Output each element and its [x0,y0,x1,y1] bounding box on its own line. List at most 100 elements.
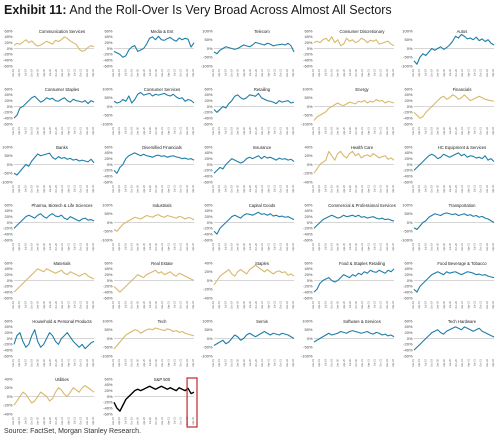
sector-panel-10: 100% 50% 0% -50% -100% Banks Jan-19 Apr-19 Jul-1… [1,144,95,193]
x-tick-label: Jan-20 [436,358,440,366]
y-tick-label: 100% [402,202,413,207]
y-tick-label: -60% [403,179,413,184]
x-tick-label: Jul-19 [223,242,227,250]
sector-panel-24: 60%40%20%0%-20%-40%-60% Food Beverage & T… [403,260,495,309]
y-tick-label: 0% [207,278,213,283]
x-tick-label: Apr-21 [366,358,370,366]
y-tick-label: 100% [202,28,213,33]
x-tick-label: Jan-20 [136,416,140,424]
y-tick-label: 40% [4,208,12,213]
x-tick-label: Jul-20 [248,300,252,308]
x-tick-label: Apr-20 [142,416,146,424]
x-tick-label: Jul-20 [48,358,52,366]
y-tick-label: 60% [304,260,312,265]
y-tick-label: 0% [7,162,13,167]
y-tick-label: 20% [104,156,112,161]
x-tick-label: Jan-22 [85,242,89,250]
x-tick-label: Jan-21 [460,126,464,134]
x-tick-label: Jul-19 [123,184,127,192]
panel-title: Commercial & Professional Services [328,203,396,208]
y-tick-label: -100% [101,237,113,242]
y-tick-label: 0% [307,104,313,109]
y-tick-label: -50% [303,345,313,350]
x-tick-label: Jul-19 [223,126,227,134]
x-tick-label: Jan-19 [411,300,415,308]
y-tick-label: 20% [204,98,212,103]
x-tick-label: Apr-22 [391,300,395,308]
panel-title: Food & Staples Retailing [339,261,386,266]
y-tick-label: 20% [104,40,112,45]
y-tick-label: -20% [403,168,413,173]
x-tick-label: Apr-22 [391,68,395,76]
x-tick-label: Jan-22 [185,242,189,250]
y-tick-label: -40% [203,295,213,300]
x-tick-label: Jul-20 [348,68,352,76]
x-tick-label: Jul-19 [223,68,227,76]
x-tick-label: Jul-19 [423,242,427,250]
series-line [13,95,95,119]
y-tick-label: 20% [304,214,312,219]
x-tick-label: Apr-19 [317,126,321,134]
y-tick-label: 20% [404,156,412,161]
x-tick-label: Jan-19 [311,358,315,366]
x-tick-label: Jul-21 [473,300,477,308]
x-tick-label: Oct-19 [229,300,233,308]
y-tick-label: -40% [3,57,13,62]
sector-panel-14: 60%40%20%0%-20%-40%-60% HC Equipment & Se… [403,144,495,193]
x-tick-label: Jan-21 [260,242,264,250]
y-tick-label: -40% [403,289,413,294]
x-tick-label: Oct-20 [354,358,358,366]
y-tick-label: 60% [4,28,12,33]
x-tick-label: Apr-21 [266,358,270,366]
y-tick-label: -60% [403,121,413,126]
series-line [213,264,295,286]
x-tick-label: Apr-22 [391,126,395,134]
y-tick-label: -40% [103,289,113,294]
x-tick-label: Oct-19 [129,126,133,134]
x-tick-label: Jan-19 [111,126,115,134]
series-line [413,326,495,351]
x-tick-label: Apr-20 [342,358,346,366]
x-tick-label: Jul-20 [348,242,352,250]
x-tick-label: Jan-21 [260,126,264,134]
y-tick-label: -50% [403,229,413,234]
sector-panel-29: 60%40%20%0%-20%-40%-60% Tech Hardware Jan-… [403,318,495,367]
x-tick-label: Apr-22 [491,126,495,134]
x-tick-label: Jul-20 [448,358,452,366]
y-tick-label: 60% [204,202,212,207]
x-tick-label: Jul-20 [148,126,152,134]
x-tick-label: Jan-19 [111,358,115,366]
x-tick-label: Jul-21 [273,358,277,366]
x-tick-label: Oct-21 [79,358,83,366]
x-tick-label: Jan-21 [260,68,264,76]
x-tick-label: Jan-21 [60,416,64,424]
x-tick-label: Apr-21 [66,358,70,366]
x-tick-label: Jul-20 [48,416,52,424]
x-tick-label: Jan-21 [160,358,164,366]
x-tick-label: Oct-21 [479,300,483,308]
x-tick-label: Apr-19 [417,358,421,366]
x-tick-label: Apr-19 [117,242,121,250]
x-tick-label: Jul-21 [473,68,477,76]
x-tick-label: Jan-21 [360,242,364,250]
x-tick-label: Apr-20 [242,358,246,366]
x-tick-label: Oct-20 [254,242,258,250]
y-tick-label: -60% [203,121,213,126]
x-tick-label: Jan-21 [60,126,64,134]
x-tick-label: Jan-21 [160,242,164,250]
highlight-box [186,377,198,428]
y-tick-label: 0% [207,46,213,51]
x-tick-label: Jul-19 [123,126,127,134]
x-tick-label: Apr-21 [366,68,370,76]
y-tick-label: -60% [303,63,313,68]
y-tick-label: -20% [3,342,13,347]
y-tick-label: -40% [3,411,13,416]
x-tick-label: Jan-21 [360,300,364,308]
x-tick-label: Jan-20 [36,416,40,424]
x-tick-label: Jul-21 [473,126,477,134]
x-tick-label: Apr-19 [217,184,221,192]
y-tick-label: 50% [404,211,412,216]
y-tick-label: -40% [203,231,213,236]
x-tick-label: Jan-22 [85,358,89,366]
